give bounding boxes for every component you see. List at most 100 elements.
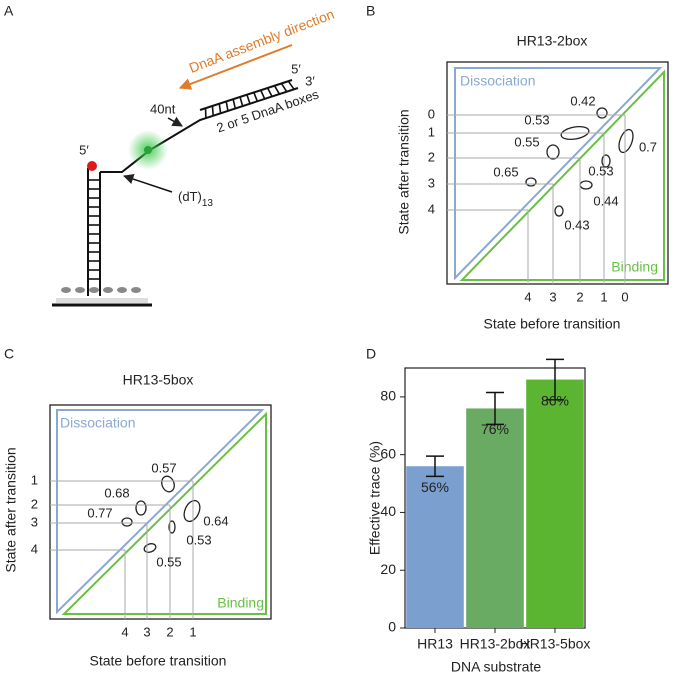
rung — [239, 96, 244, 107]
panel-c: C HR13-5box Dissociation Binding State b… — [3, 346, 272, 669]
x-tick-label: 2 — [576, 289, 583, 304]
panel-a: A DnaA assembly direction 5′ 3′ 40nt 2 o… — [4, 3, 337, 307]
y-tick-label: 4 — [428, 201, 435, 216]
region-label: Dissociation — [60, 415, 135, 431]
peak-label: 0.68 — [104, 485, 129, 500]
region-label: Binding — [611, 259, 658, 275]
panel-title: HR13-5box — [123, 372, 194, 388]
x-tick-label: 3 — [549, 289, 556, 304]
binding-region — [459, 69, 665, 281]
peak-label: 0.64 — [203, 513, 228, 528]
panel-letter: C — [4, 346, 14, 362]
x-tick-label: HR13 — [417, 636, 453, 652]
y-axis-label: State after transition — [396, 109, 412, 234]
y-tick-label: 1 — [428, 124, 435, 139]
y-tick-label: 3 — [428, 175, 435, 190]
rung — [273, 85, 281, 95]
rung — [211, 105, 215, 116]
y-axis-label: State after transition — [3, 447, 19, 572]
y-tick-label: 0 — [428, 106, 435, 121]
region-label: Dissociation — [460, 73, 535, 89]
x-tick-label: 2 — [166, 624, 173, 639]
rung — [259, 89, 266, 100]
x-tick-label: 0 — [621, 289, 628, 304]
panel-d: D DNA substrate Effective trace (%) 0 20 4… — [366, 346, 590, 675]
peak-label: 0.77 — [87, 505, 112, 520]
bar — [406, 466, 464, 628]
frame — [446, 61, 669, 285]
x-axis-label: DNA substrate — [451, 659, 541, 675]
peak-label: 0.53 — [524, 112, 549, 127]
end-label: 5′ — [291, 61, 301, 76]
peak-label: 0.7 — [639, 139, 657, 154]
ladder — [88, 80, 295, 280]
rung — [280, 83, 288, 93]
y-axis-label: Effective trace (%) — [367, 441, 383, 555]
peak-label: 0.65 — [493, 164, 518, 179]
direction-arrow — [178, 44, 293, 90]
quencher — [87, 161, 97, 171]
bar — [466, 408, 524, 628]
linker-text: (dT) — [178, 189, 202, 204]
panel-title: HR13-2box — [517, 33, 588, 49]
surface-layer — [56, 298, 148, 303]
y-tick-label: 2 — [31, 496, 38, 511]
binding-region — [61, 411, 267, 615]
direction-label: DnaA assembly direction — [187, 6, 337, 76]
x-tick-label: 1 — [189, 624, 196, 639]
rung — [225, 101, 229, 112]
peak-label: 0.44 — [593, 193, 618, 208]
rung — [246, 94, 251, 104]
panel-letter: B — [366, 3, 375, 19]
peak-label: 0.53 — [588, 163, 613, 178]
rung — [287, 80, 295, 90]
panel-letter: D — [366, 346, 376, 362]
x-axis-label: State before transition — [90, 653, 227, 669]
frame — [49, 404, 272, 620]
x-axis-label: State before transition — [484, 316, 621, 332]
y-tick-label: 1 — [31, 472, 38, 487]
y-tick-label: 40 — [380, 503, 396, 519]
dissociation-region — [454, 67, 663, 281]
y-tick-label: 20 — [380, 561, 396, 577]
x-tick-label: 4 — [524, 289, 531, 304]
rung — [232, 99, 237, 109]
y-tick-label: 4 — [31, 541, 38, 556]
region-label: Binding — [217, 595, 264, 611]
value-label: 86% — [541, 392, 569, 408]
bar — [526, 379, 584, 628]
linker-label: (dT)13 — [178, 189, 213, 208]
peak-label: 0.43 — [564, 217, 589, 232]
peak-label: 0.57 — [151, 460, 176, 475]
y-tick-label: 0 — [388, 619, 396, 635]
pointer — [167, 116, 183, 127]
x-tick-label: 1 — [600, 289, 607, 304]
y-tick-label: 80 — [380, 388, 396, 404]
peak-label: 0.53 — [186, 532, 211, 547]
pointer — [123, 174, 173, 193]
dissociation-region — [56, 409, 265, 615]
y-tick-label: 2 — [428, 149, 435, 164]
rung — [266, 87, 273, 97]
x-tick-label: HR13-5box — [520, 636, 591, 652]
panel-b: B HR13-2box Dissociation Binding State b… — [366, 3, 669, 332]
rung — [218, 103, 222, 114]
peak-label: 0.55 — [514, 134, 539, 149]
value-label: 56% — [421, 479, 449, 495]
end-label: 5′ — [79, 142, 89, 157]
fluorophore — [144, 146, 152, 154]
x-tick-label: 4 — [121, 624, 128, 639]
x-tick-label: 3 — [143, 624, 150, 639]
y-tick-label: 60 — [380, 445, 396, 461]
peak-label: 0.42 — [570, 93, 595, 108]
linker-sub: 13 — [202, 198, 214, 209]
x-tick-label: HR13-2box — [460, 636, 531, 652]
rung — [253, 92, 259, 102]
anchors — [61, 287, 141, 293]
length-label: 40nt — [150, 101, 176, 116]
y-tick-label: 3 — [31, 514, 38, 529]
panel-letter: A — [4, 3, 14, 19]
peak-label: 0.55 — [156, 554, 181, 569]
end-label: 3′ — [305, 73, 315, 88]
